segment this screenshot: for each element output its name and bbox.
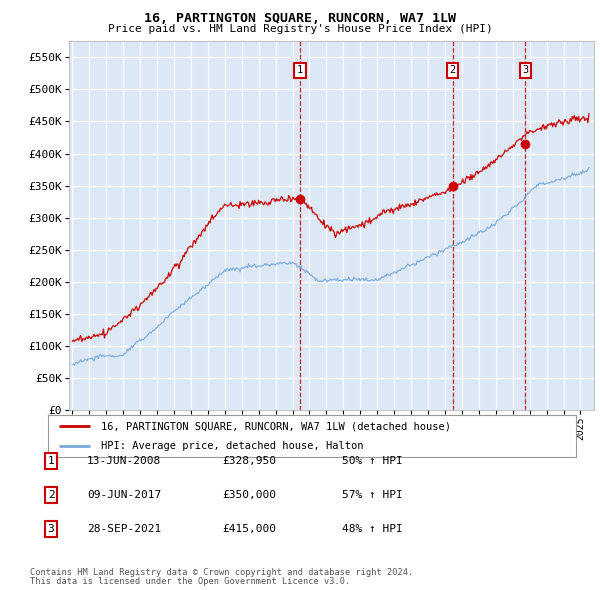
Text: 1: 1: [297, 65, 303, 75]
Text: £328,950: £328,950: [222, 457, 276, 466]
Text: HPI: Average price, detached house, Halton: HPI: Average price, detached house, Halt…: [101, 441, 364, 451]
Text: Price paid vs. HM Land Registry's House Price Index (HPI): Price paid vs. HM Land Registry's House …: [107, 24, 493, 34]
Text: 16, PARTINGTON SQUARE, RUNCORN, WA7 1LW (detached house): 16, PARTINGTON SQUARE, RUNCORN, WA7 1LW …: [101, 421, 451, 431]
Text: 13-JUN-2008: 13-JUN-2008: [87, 457, 161, 466]
Text: 2: 2: [449, 65, 456, 75]
Text: £415,000: £415,000: [222, 524, 276, 533]
Text: 28-SEP-2021: 28-SEP-2021: [87, 524, 161, 533]
Text: 3: 3: [522, 65, 529, 75]
Text: This data is licensed under the Open Government Licence v3.0.: This data is licensed under the Open Gov…: [30, 578, 350, 586]
Text: 48% ↑ HPI: 48% ↑ HPI: [342, 524, 403, 533]
Text: 2: 2: [47, 490, 55, 500]
Text: 16, PARTINGTON SQUARE, RUNCORN, WA7 1LW: 16, PARTINGTON SQUARE, RUNCORN, WA7 1LW: [144, 12, 456, 25]
Text: 09-JUN-2017: 09-JUN-2017: [87, 490, 161, 500]
Text: 57% ↑ HPI: 57% ↑ HPI: [342, 490, 403, 500]
Text: 1: 1: [47, 457, 55, 466]
Text: Contains HM Land Registry data © Crown copyright and database right 2024.: Contains HM Land Registry data © Crown c…: [30, 568, 413, 577]
Text: 50% ↑ HPI: 50% ↑ HPI: [342, 457, 403, 466]
Text: 3: 3: [47, 524, 55, 533]
Text: £350,000: £350,000: [222, 490, 276, 500]
